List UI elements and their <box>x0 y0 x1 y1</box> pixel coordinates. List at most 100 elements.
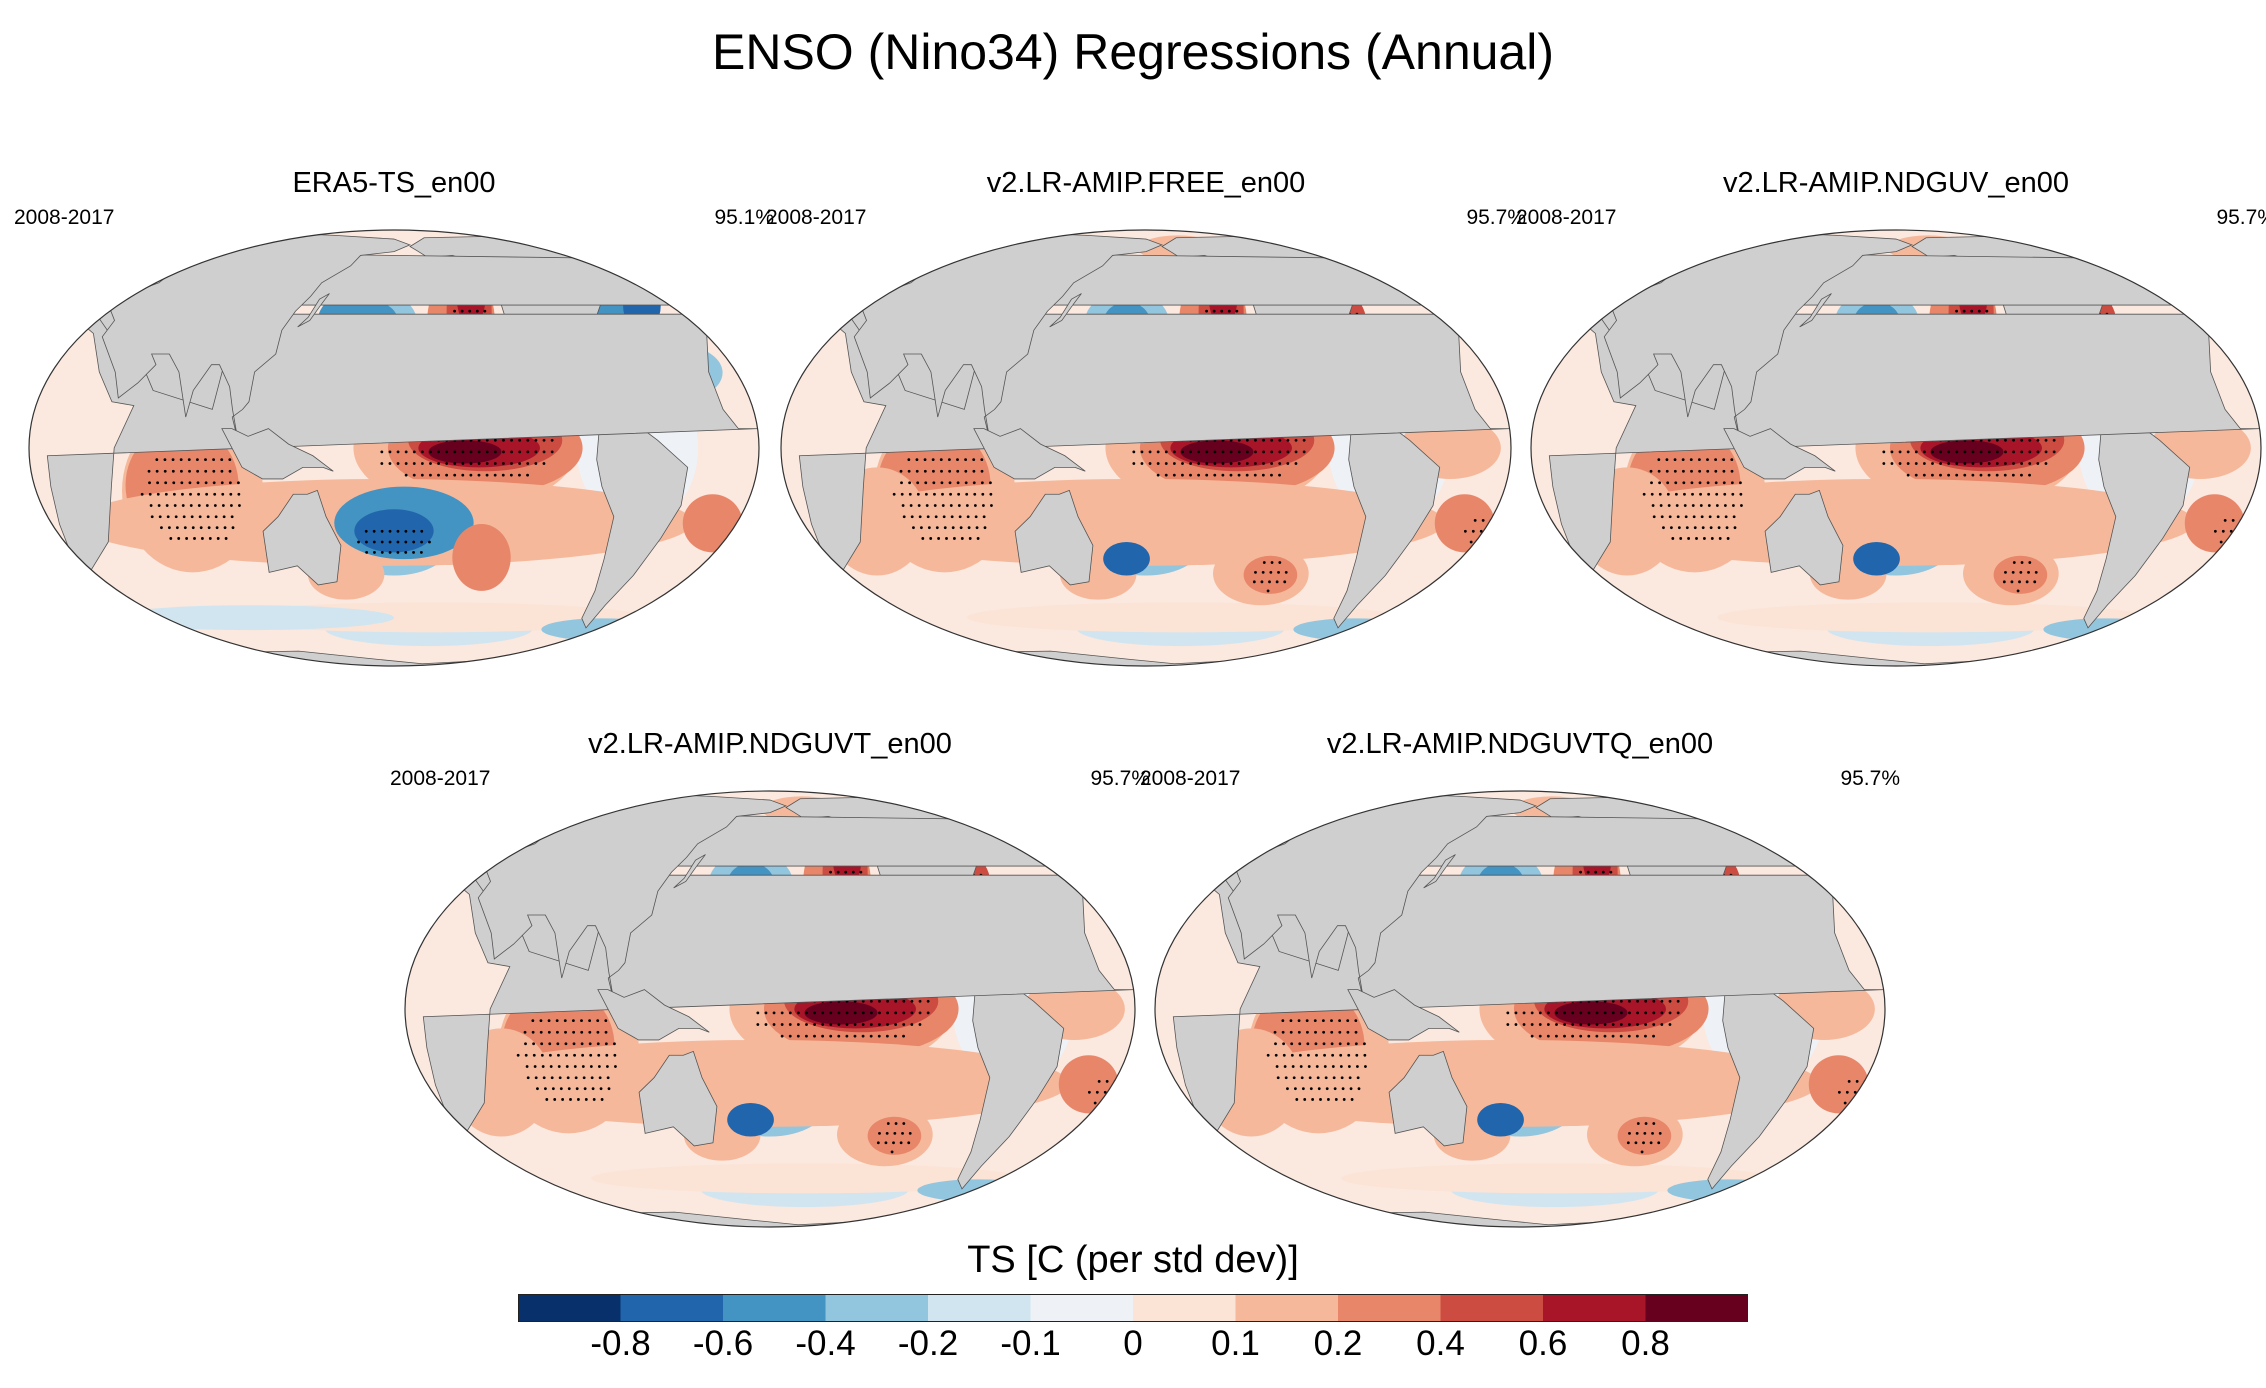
significance-dot <box>1683 504 1687 507</box>
significance-dot <box>147 469 151 473</box>
significance-dot <box>543 1087 547 1091</box>
significance-dot <box>597 1065 601 1068</box>
significance-dot <box>531 1030 535 1034</box>
significance-dot <box>1286 450 1290 454</box>
significance-dot <box>1357 1087 1361 1091</box>
significance-dot <box>948 469 952 473</box>
significance-dot <box>932 469 935 473</box>
significance-dot <box>805 1023 808 1026</box>
significance-dot <box>1164 473 1168 477</box>
significance-dot <box>1298 1053 1302 1057</box>
significance-dot <box>910 1011 914 1015</box>
significance-dot <box>1634 1141 1638 1145</box>
map-panel-era5: ERA5-TS_en00 2008-2017 95.1% <box>14 165 774 675</box>
significance-dot <box>1649 1141 1653 1145</box>
significance-dot <box>2243 540 2247 544</box>
significance-dot <box>581 1053 585 1057</box>
significance-dot <box>380 550 384 554</box>
significance-dot <box>1294 438 1298 442</box>
significance-dot <box>1955 450 1959 454</box>
significance-dot <box>1291 1065 1295 1068</box>
panel-title: v2.LR-AMIP.NDGUVTQ_en00 <box>1326 728 1714 760</box>
land-mass <box>973 428 1086 480</box>
significance-dot <box>1270 473 1273 477</box>
significance-dot <box>894 1011 898 1015</box>
significance-dot <box>845 1023 849 1026</box>
significance-dot <box>1297 1019 1301 1023</box>
significance-dot <box>1571 1011 1575 1015</box>
significance-dot <box>1628 1023 1631 1026</box>
significance-dot <box>469 462 473 465</box>
significance-dot <box>181 504 185 507</box>
significance-dot <box>1595 1023 1599 1026</box>
significance-dot <box>1275 1065 1279 1068</box>
significance-dot <box>1213 473 1217 477</box>
significance-dot <box>1939 473 1942 477</box>
significance-dot <box>772 1023 776 1026</box>
significance-dot <box>1346 1019 1350 1023</box>
significance-dot <box>518 450 522 454</box>
world-map <box>1530 229 2262 667</box>
significance-dot <box>910 515 914 519</box>
significance-dot <box>172 481 176 485</box>
significance-dot <box>545 1098 549 1101</box>
significance-dot <box>220 458 224 462</box>
significance-dot <box>420 529 424 533</box>
significance-dot <box>1101 1101 1105 1105</box>
colorbar-tick-labels: -0.8 -0.6 -0.4 -0.2 -0.1 0 0.1 0.2 0.4 0.6 0.8 <box>0 1322 2266 1372</box>
significance-dot <box>1947 450 1951 454</box>
significance-dot <box>155 469 159 473</box>
significance-dot <box>1955 462 1959 465</box>
significance-dot <box>948 481 952 485</box>
significance-dot <box>845 1011 849 1015</box>
significance-dot <box>573 1053 576 1057</box>
significance-dot <box>845 1034 849 1038</box>
significance-dot <box>1674 481 1678 485</box>
significance-dot <box>208 537 212 540</box>
significance-dot <box>797 529 801 533</box>
significance-dot <box>1731 492 1735 496</box>
significance-dot <box>1356 1076 1360 1080</box>
significance-dot <box>396 540 400 544</box>
significance-dot <box>2033 580 2037 584</box>
significance-dot <box>885 1034 889 1038</box>
significance-dot <box>453 462 457 465</box>
significance-dot <box>2108 262 2111 266</box>
significance-dot <box>907 469 911 473</box>
significance-dot <box>580 1019 583 1023</box>
significance-dot <box>198 515 202 519</box>
significance-dot <box>1117 1101 1121 1105</box>
significance-dot <box>1322 1042 1326 1046</box>
significance-dot <box>1668 1023 1672 1026</box>
significance-dot <box>1723 504 1727 507</box>
significance-dot <box>1963 450 1967 454</box>
significance-dot <box>1235 309 1239 313</box>
significance-dot <box>837 1034 841 1038</box>
significance-dot <box>1906 462 1910 465</box>
land-mass <box>1548 313 2261 577</box>
significance-dot <box>1715 504 1719 507</box>
significance-dot <box>885 1131 889 1135</box>
significance-dot <box>148 481 151 485</box>
significance-dot <box>215 526 219 530</box>
significance-dot <box>1555 1011 1558 1015</box>
significance-dot <box>1156 473 1160 477</box>
significance-dot <box>1119 1090 1123 1094</box>
significance-dot <box>1851 1101 1855 1105</box>
significance-dot <box>1477 540 1481 544</box>
significance-dot <box>1514 1023 1518 1026</box>
significance-dot <box>518 438 522 442</box>
significance-dot <box>1538 1011 1542 1015</box>
significance-dot <box>558 1076 562 1080</box>
significance-dot <box>1293 1087 1297 1091</box>
land-mass <box>597 989 710 1041</box>
significance-dot <box>1643 1131 1647 1135</box>
land-mass <box>1388 1050 1468 1147</box>
significance-dot <box>796 1023 800 1026</box>
significance-dot <box>191 526 195 530</box>
significance-dot <box>964 458 967 462</box>
significance-dot <box>1652 1011 1656 1015</box>
significance-dot <box>1579 1023 1583 1026</box>
significance-dot <box>1132 450 1136 454</box>
significance-dot <box>1148 462 1152 465</box>
